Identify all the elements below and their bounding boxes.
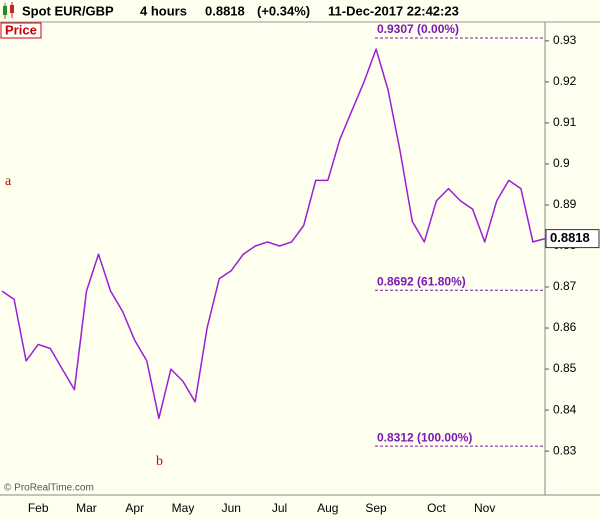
watermark: © ProRealTime.com (4, 483, 94, 494)
header-datetime: 11-Dec-2017 22:42:23 (328, 3, 459, 18)
y-tick-label: 0.89 (553, 197, 577, 211)
y-tick-label: 0.86 (553, 320, 577, 334)
level-label: 0.9307 (0.00%) (377, 22, 459, 36)
y-tick-label: 0.85 (553, 361, 577, 375)
x-tick-label: Sep (365, 501, 387, 515)
wave-label: b (156, 454, 163, 469)
level-label: 0.8692 (61.80%) (377, 274, 466, 288)
y-tick-label: 0.93 (553, 33, 577, 47)
header-change: (+0.34%) (257, 3, 310, 18)
header-icon (3, 2, 14, 19)
x-tick-label: Mar (76, 501, 97, 515)
x-tick-label: Aug (317, 501, 338, 515)
x-tick-label: Jul (272, 501, 287, 515)
last-price-box (545, 229, 600, 249)
y-tick-label: 0.9 (553, 156, 570, 170)
x-tick-label: Jun (222, 501, 241, 515)
y-tick-label: 0.83 (553, 443, 577, 457)
level-label: 0.8312 (100.00%) (377, 430, 472, 444)
last-price-label: 0.8818 (550, 230, 590, 245)
header-title: Spot EUR/GBP (22, 3, 114, 18)
y-tick-label: 0.91 (553, 115, 577, 129)
header-interval: 4 hours (140, 3, 187, 18)
x-tick-label: Nov (474, 501, 495, 515)
x-tick-label: Oct (427, 501, 446, 515)
header-price: 0.8818 (205, 3, 245, 18)
x-tick-label: May (172, 501, 195, 515)
x-tick-label: Apr (125, 501, 144, 515)
panel-label: Price (5, 22, 37, 37)
price-line (1, 48, 546, 420)
x-tick-label: Feb (28, 501, 49, 515)
y-tick-label: 0.92 (553, 74, 577, 88)
y-tick-label: 0.84 (553, 402, 577, 416)
wave-label: a (5, 174, 12, 189)
y-tick-label: 0.87 (553, 279, 577, 293)
panel-label-box (0, 22, 42, 39)
